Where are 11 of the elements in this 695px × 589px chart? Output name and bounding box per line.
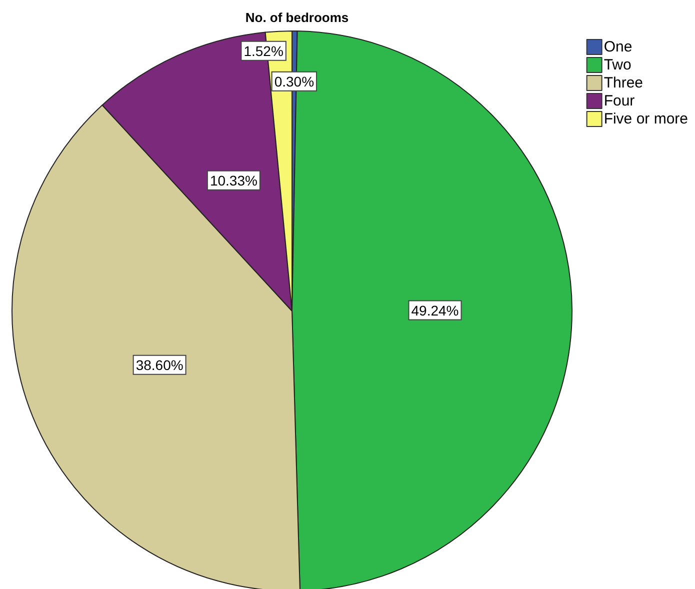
legend-label: Two	[604, 56, 632, 74]
data-label: 1.52%	[244, 42, 284, 59]
legend-label: One	[604, 38, 632, 56]
data-label: 10.33%	[210, 172, 258, 188]
legend-label: Three	[604, 74, 644, 92]
data-label: 0.30%	[274, 73, 314, 90]
legend-label: Four	[604, 92, 635, 110]
data-label: 38.60%	[136, 356, 184, 373]
legend-label: Five or more	[604, 110, 688, 128]
chart-title: No. of bedrooms	[245, 10, 349, 25]
data-label: 49.24%	[411, 302, 459, 318]
